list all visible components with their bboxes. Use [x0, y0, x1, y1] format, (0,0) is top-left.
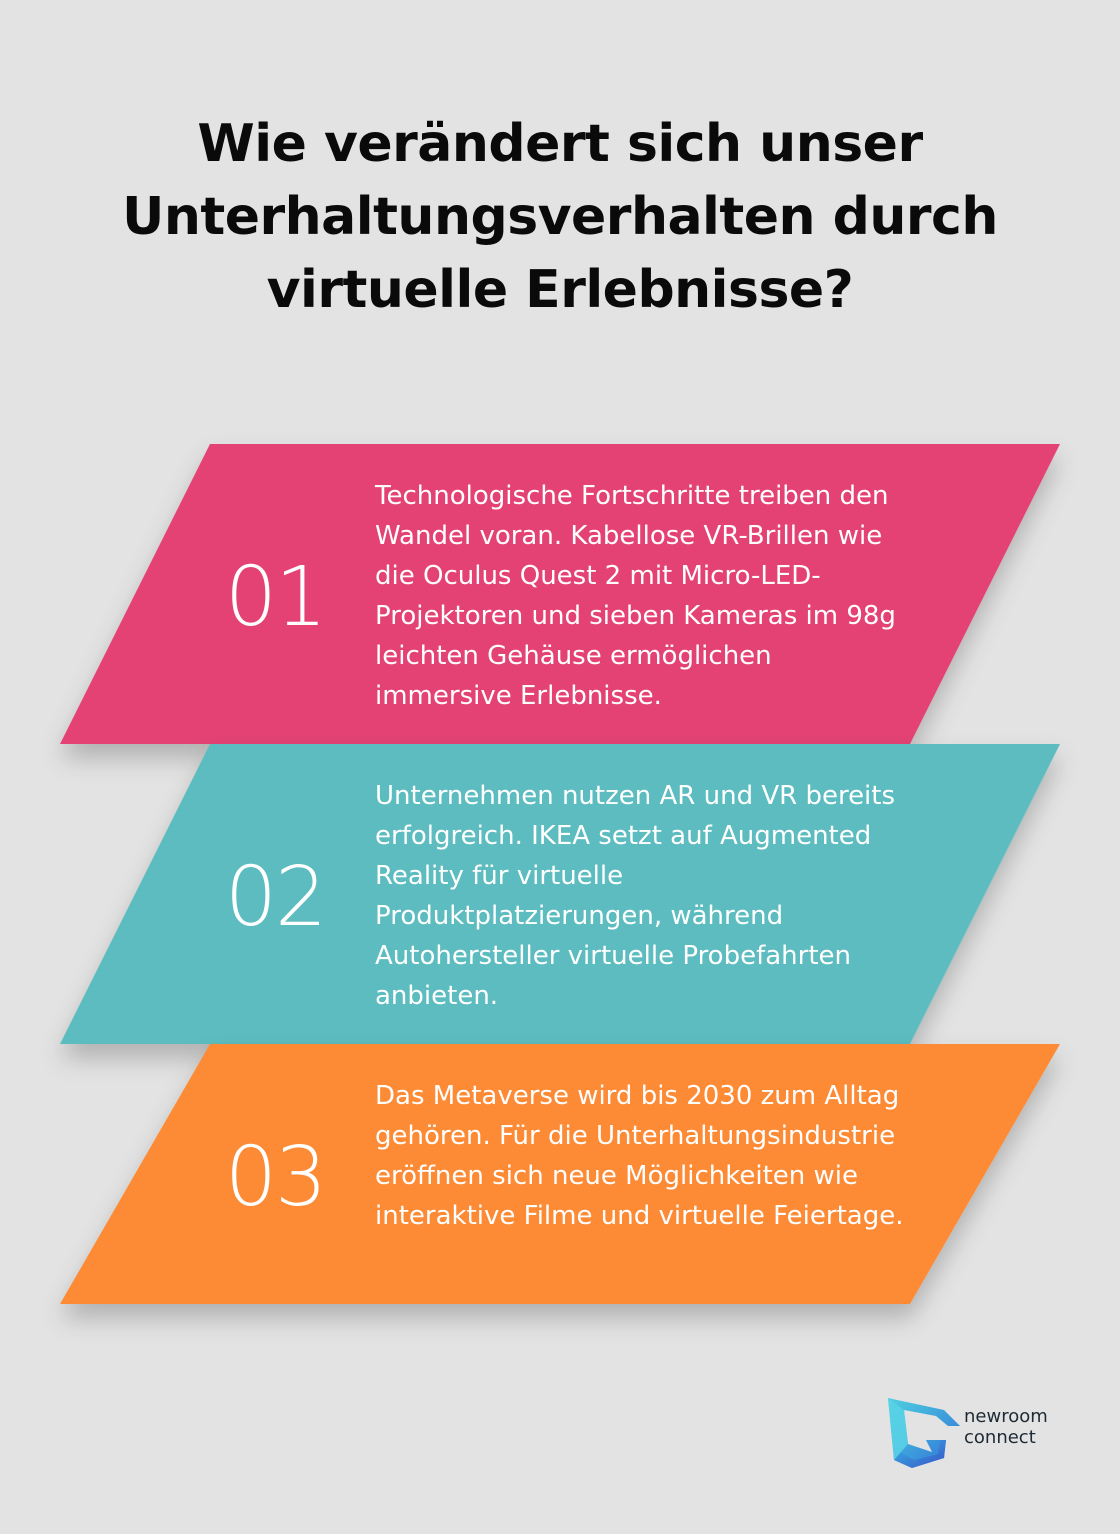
- step-text: Technologische Fortschritte treiben den …: [375, 481, 896, 711]
- brand-line-1: newroom: [964, 1406, 1048, 1427]
- card-background: [60, 1044, 1060, 1304]
- newroom-connect-logo-icon: [888, 1398, 960, 1468]
- step-card-01: 01 Technologische Fortschritte treiben d…: [0, 444, 1120, 744]
- step-text: Das Metaverse wird bis 2030 zum Alltag g…: [375, 1081, 904, 1231]
- card-background: [60, 444, 1060, 744]
- page-title: Wie verändert sich unser Unterhaltungsve…: [122, 114, 998, 320]
- card-shape: [60, 444, 1060, 744]
- step-card-03: 03 Das Metaverse wird bis 2030 zum Allta…: [0, 1044, 1120, 1304]
- step-number: 02: [224, 850, 327, 945]
- card-shape: [60, 1044, 1060, 1304]
- step-number: 01: [224, 550, 327, 645]
- card-background: [60, 744, 1060, 1044]
- brand-logo: newroom connect: [886, 1396, 1076, 1470]
- step-number: 03: [224, 1130, 327, 1225]
- card-shape: [60, 744, 1060, 1044]
- step-text: Unternehmen nutzen AR und VR bereits erf…: [375, 781, 896, 1011]
- brand-line-2: connect: [964, 1427, 1036, 1448]
- brand-name: newroom connect: [964, 1406, 1048, 1448]
- step-card-02: 02 Unternehmen nutzen AR und VR bereits …: [0, 744, 1120, 1044]
